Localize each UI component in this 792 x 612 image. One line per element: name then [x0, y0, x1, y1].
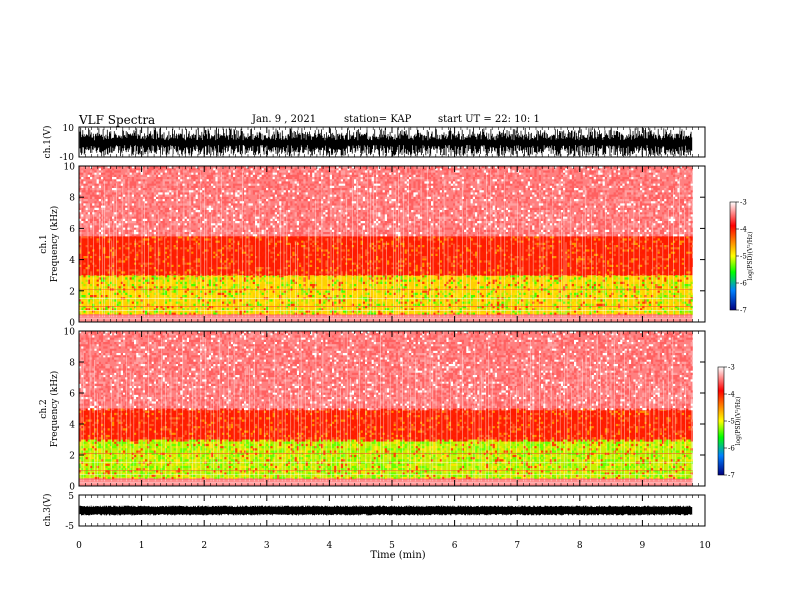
- spec2-band-low-texture: [79, 439, 693, 480]
- colorbar-tick-label: -3: [728, 364, 735, 372]
- time-tick-label: 10: [699, 541, 711, 551]
- time-tick-label: 6: [452, 541, 458, 551]
- ch1-ytick-top: 10: [63, 124, 75, 134]
- ch2-colorbar: -3 -4 -5 -6 -7 log(PSD)(V²/Hz): [717, 364, 742, 480]
- ch1-spectrogram-panel: 0 2 4 6 8 10 ch.1 Frequency (kHz): [39, 163, 706, 329]
- colorbar-tick-label: -5: [740, 253, 747, 261]
- spec2-band-mid-texture: [79, 408, 691, 442]
- ch1-waveform-trace: [79, 127, 693, 157]
- spec1-ytick-label: 10: [64, 163, 76, 173]
- start-time-label: start UT = 22: 10: 1: [438, 114, 540, 125]
- ch1-spectrogram-yticks: 0 2 4 6 8 10: [64, 163, 705, 329]
- chart-title: VLF Spectra: [79, 113, 156, 127]
- ch3-ytick-bottom: -5: [65, 522, 74, 532]
- ch1-waveform-ylabel: ch.1(V): [42, 126, 53, 159]
- spec1-ytick-label: 2: [69, 287, 75, 297]
- spec1-band-high-texture: [79, 166, 693, 237]
- ch1-ytick-bottom: -10: [60, 153, 75, 163]
- station-label: station= KAP: [344, 114, 412, 125]
- time-tick-label: 4: [327, 541, 333, 551]
- ch2-colorbar-scale: [717, 366, 725, 476]
- time-tick-labels: 0 1 2 3 4 5 6 7 8 9 10: [76, 541, 711, 551]
- spec1-ytick-label: 6: [69, 225, 75, 235]
- spec2-ytick-label: 4: [69, 421, 75, 431]
- spec2-band-low-texture: [79, 439, 693, 480]
- ch1-colorbar: -3 -4 -5 -6 -7 log(PSD)(V²/Hz): [729, 199, 754, 315]
- ch2-colorbar-label: log(PSD)(V²/Hz): [735, 397, 742, 446]
- ch1-spectrogram-image: [79, 166, 693, 322]
- spec1-band-mid-texture: [79, 236, 693, 276]
- spec1-impulse-streaks: [80, 166, 690, 318]
- time-tick-label: 1: [139, 541, 145, 551]
- ch2-spectrogram-ylabel: ch.2: [39, 399, 49, 418]
- ch3-wave-line: [79, 505, 693, 516]
- time-major-ticks: [78, 127, 706, 526]
- spec2-ytick-label: 8: [69, 359, 75, 369]
- spec1-band-mid-texture: [79, 236, 693, 276]
- time-ticks: [78, 127, 706, 526]
- time-axis-label: Time (min): [370, 550, 425, 561]
- ch2-spectrogram-image: [79, 331, 693, 486]
- colorbar-tick-label: -7: [740, 307, 747, 315]
- spec2-impulse-streaks: [80, 331, 693, 482]
- colorbar-tick-label: -7: [728, 472, 735, 480]
- spec2-ytick-label: 2: [69, 452, 75, 462]
- colorbar-tick-label: -5: [728, 418, 735, 426]
- ch1-wave-line: [79, 127, 693, 157]
- ch3-waveform-ylabel: ch.3(V): [42, 494, 53, 527]
- spec1-band-low-texture: [79, 275, 693, 315]
- spec2-band-high-texture: [79, 331, 693, 411]
- spec2-band-low-texture: [79, 439, 693, 480]
- ch1-spectrogram-ylabel: ch.1: [39, 234, 49, 253]
- ch1-frequency-label: Frequency (kHz): [49, 206, 60, 283]
- colorbar-tick-label: -4: [728, 391, 735, 399]
- ch3-ytick-top: 5: [68, 492, 74, 502]
- time-tick-label: 7: [514, 541, 520, 551]
- colorbar-tick-label: -6: [728, 445, 735, 453]
- time-tick-label: 5: [389, 541, 395, 551]
- spec1-ytick-label: 4: [69, 256, 75, 266]
- colorbar-tick-label: -6: [740, 280, 747, 288]
- spec2-band-high-texture: [79, 331, 693, 411]
- spec1-band-high-texture: [79, 166, 693, 237]
- ch3-waveform-trace: [79, 505, 693, 516]
- ch1-colorbar-ticks: -3 -4 -5 -6 -7: [736, 199, 747, 315]
- ch1-colorbar-label: log(PSD)(V²/Hz): [747, 232, 754, 281]
- colorbar-tick-label: -3: [740, 199, 747, 207]
- time-tick-label: 3: [264, 541, 270, 551]
- ch2-frequency-label: Frequency (kHz): [49, 371, 60, 448]
- time-tick-label: 9: [640, 541, 646, 551]
- ch2-spectrogram-yticks: 0 2 4 6 8 10: [64, 328, 705, 493]
- time-tick-label: 2: [201, 541, 207, 551]
- colorbar-tick-label: -4: [740, 226, 747, 234]
- time-tick-label: 8: [577, 541, 583, 551]
- date-label: Jan. 9 , 2021: [252, 114, 317, 125]
- spec2-ytick-label: 10: [64, 328, 76, 338]
- time-minor-ticks: [85, 127, 699, 526]
- spec2-band-high-texture: [79, 331, 693, 411]
- spec2-ytick-label: 0: [69, 483, 75, 493]
- spec1-ytick-label: 8: [69, 194, 75, 204]
- spec2-ytick-label: 6: [69, 390, 75, 400]
- time-tick-label: 0: [76, 541, 82, 551]
- ch2-spectrogram-panel: 0 2 4 6 8 10 ch.2 Frequency (kHz): [39, 328, 706, 493]
- ch1-colorbar-scale: [729, 201, 737, 311]
- spec1-ytick-label: 0: [69, 319, 75, 329]
- spec1-band-high-texture: [79, 166, 693, 237]
- ch2-colorbar-ticks: -3 -4 -5 -6 -7: [724, 364, 735, 480]
